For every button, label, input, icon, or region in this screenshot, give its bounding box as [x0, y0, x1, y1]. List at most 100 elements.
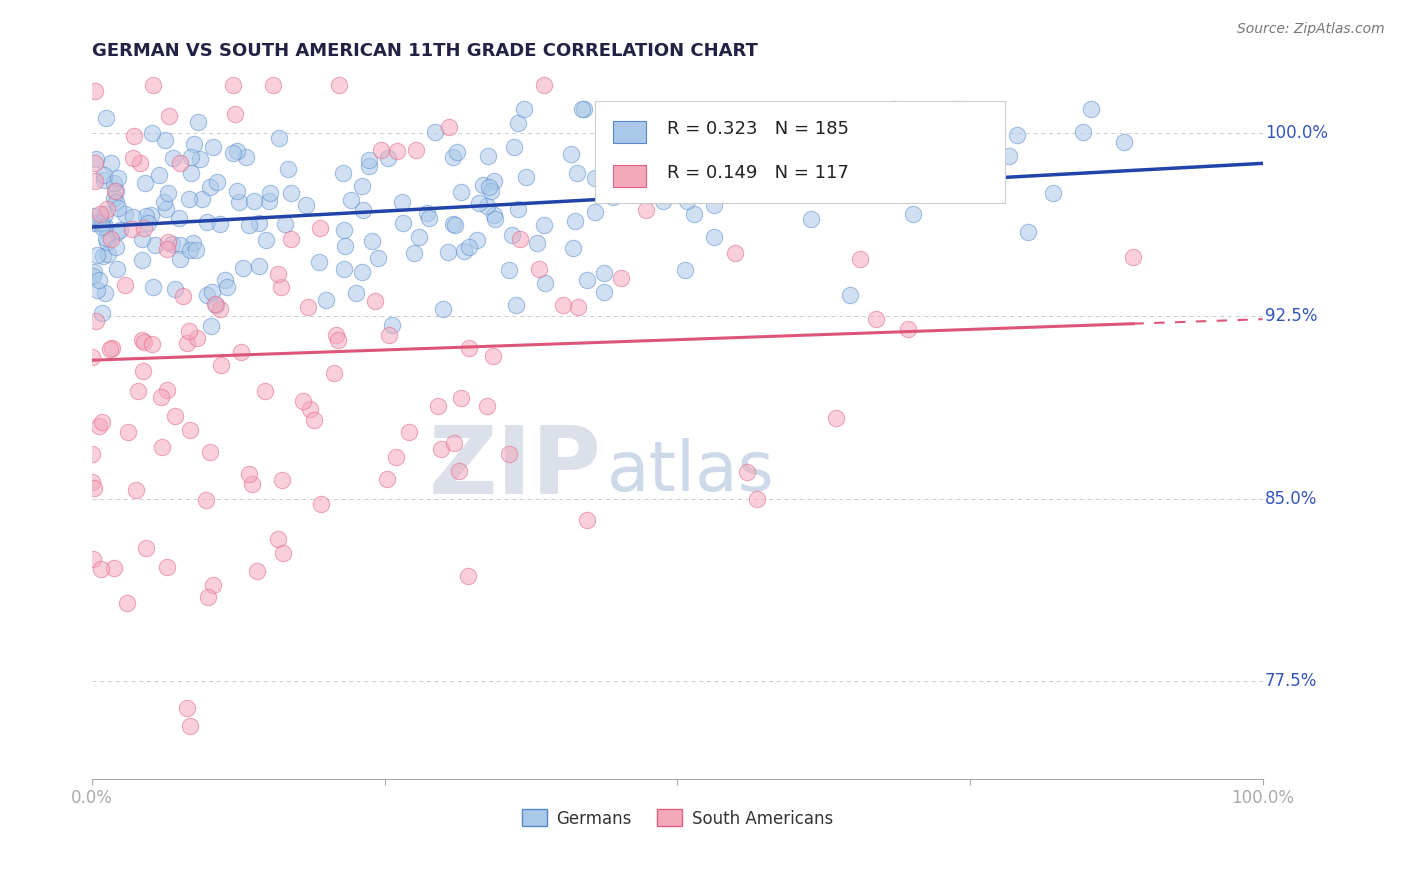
- Point: [683, 206, 706, 220]
- Point: [96, 235, 118, 249]
- Point: [747, 491, 769, 506]
- Point: [104, 240, 127, 254]
- Point: [132, 335, 155, 350]
- Point: [195, 215, 218, 229]
- Point: [503, 140, 526, 154]
- Point: [142, 78, 165, 92]
- Point: [692, 157, 714, 171]
- Point: [150, 440, 173, 454]
- Point: [122, 129, 145, 144]
- Point: [325, 328, 347, 343]
- Point: [82, 268, 104, 283]
- Point: [117, 425, 139, 439]
- Point: [335, 239, 357, 253]
- Point: [658, 188, 681, 202]
- Point: [565, 166, 588, 180]
- Text: 92.5%: 92.5%: [1265, 307, 1317, 325]
- Point: [427, 399, 450, 413]
- Point: [135, 541, 157, 555]
- Point: [551, 298, 574, 312]
- Point: [86, 248, 108, 262]
- Point: [333, 262, 356, 277]
- Point: [332, 166, 354, 180]
- Point: [214, 273, 236, 287]
- Point: [378, 328, 401, 343]
- Point: [141, 126, 163, 140]
- Point: [593, 266, 616, 280]
- Point: [91, 216, 114, 230]
- Point: [238, 467, 260, 482]
- Point: [215, 279, 238, 293]
- Point: [471, 178, 494, 192]
- Point: [575, 273, 598, 287]
- Point: [344, 285, 367, 300]
- Point: [143, 237, 166, 252]
- Point: [527, 261, 550, 276]
- Point: [187, 115, 209, 129]
- Point: [184, 243, 207, 257]
- Point: [205, 175, 228, 189]
- Point: [948, 102, 970, 116]
- Point: [135, 210, 157, 224]
- Point: [157, 186, 180, 200]
- Point: [501, 228, 523, 243]
- Point: [247, 260, 270, 274]
- Point: [457, 569, 479, 583]
- Point: [128, 156, 150, 170]
- Point: [509, 232, 531, 246]
- Point: [94, 219, 117, 234]
- Point: [576, 513, 599, 527]
- Point: [155, 202, 177, 217]
- Point: [839, 288, 862, 302]
- Point: [83, 265, 105, 279]
- Point: [328, 78, 350, 92]
- Point: [309, 497, 332, 511]
- Point: [90, 219, 112, 234]
- Point: [415, 206, 437, 220]
- Point: [229, 344, 252, 359]
- Point: [679, 175, 702, 189]
- Point: [148, 168, 170, 182]
- Point: [209, 358, 232, 372]
- Point: [277, 161, 299, 176]
- Point: [232, 260, 254, 275]
- Text: R = 0.149   N = 117: R = 0.149 N = 117: [666, 164, 849, 182]
- Point: [262, 78, 284, 92]
- Point: [298, 401, 321, 416]
- Point: [326, 333, 349, 347]
- Point: [533, 218, 555, 232]
- Point: [602, 190, 624, 204]
- Point: [1122, 251, 1144, 265]
- Point: [1114, 135, 1136, 149]
- Point: [295, 197, 318, 211]
- Point: [350, 178, 373, 193]
- Point: [352, 264, 374, 278]
- Point: [191, 192, 214, 206]
- Point: [201, 578, 224, 592]
- Point: [673, 262, 696, 277]
- Point: [122, 211, 145, 225]
- Point: [127, 384, 149, 399]
- Point: [381, 318, 404, 333]
- Point: [139, 208, 162, 222]
- Point: [179, 423, 201, 437]
- Point: [998, 149, 1021, 163]
- Point: [204, 297, 226, 311]
- Point: [101, 341, 124, 355]
- Point: [482, 208, 505, 222]
- Point: [352, 202, 374, 217]
- Point: [457, 341, 479, 355]
- Point: [651, 194, 673, 208]
- Point: [240, 477, 263, 491]
- Point: [1080, 102, 1102, 116]
- Point: [195, 288, 218, 302]
- Point: [201, 140, 224, 154]
- Point: [103, 191, 125, 205]
- Text: atlas: atlas: [607, 438, 775, 505]
- Point: [450, 391, 472, 405]
- Point: [498, 447, 520, 461]
- Point: [513, 102, 536, 116]
- Point: [208, 301, 231, 316]
- Point: [870, 153, 893, 167]
- Point: [441, 218, 464, 232]
